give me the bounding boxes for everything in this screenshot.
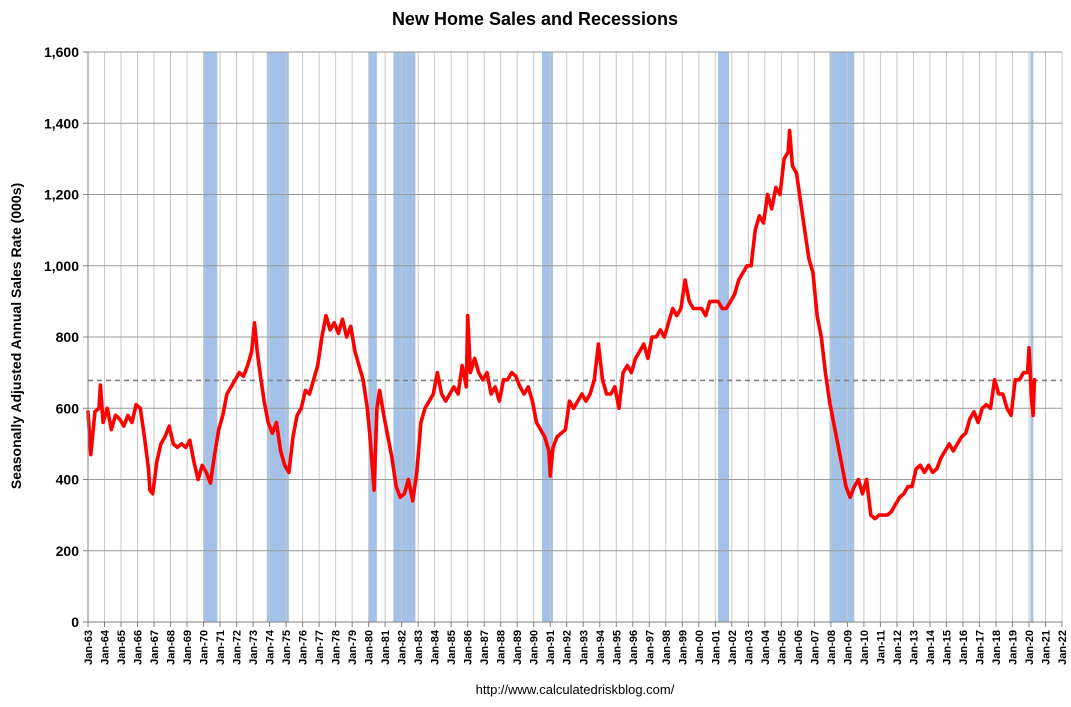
x-tick-label-Jan-75: Jan-75 [281, 630, 293, 665]
x-tick-label-Jan-22: Jan-22 [1057, 630, 1069, 665]
y-tick-labels: 0 200 400 600 800 1,000 1,200 1,400 1,600 [44, 44, 79, 630]
x-tick-label-Jan-02: Jan-02 [727, 630, 739, 665]
x-tick-label-Jan-06: Jan-06 [793, 630, 805, 665]
x-tick-label-Jan-73: Jan-73 [248, 630, 260, 665]
x-tick-label-Jan-05: Jan-05 [776, 630, 788, 665]
x-tick-label-Jan-78: Jan-78 [331, 630, 343, 665]
series-line-1 [86, 128, 1037, 521]
x-tick-label-Jan-00: Jan-00 [694, 630, 706, 665]
x-tick-label-Jan-16: Jan-16 [958, 630, 970, 665]
x-tick-label-Jan-93: Jan-93 [578, 630, 590, 665]
x-tick-label-Jan-98: Jan-98 [661, 630, 673, 665]
x-tick-label-Jan-81: Jan-81 [380, 630, 392, 665]
x-tick-label-Jan-10: Jan-10 [859, 630, 871, 665]
x-tick-label-Jan-20: Jan-20 [1024, 630, 1036, 665]
x-tick-label-Jan-69: Jan-69 [182, 630, 194, 665]
x-tick-label-Jan-86: Jan-86 [463, 630, 475, 665]
chart-title: New Home Sales and Recessions [392, 9, 678, 29]
horizontal-gridlines [88, 51, 1062, 623]
x-tick-label-Jan-82: Jan-82 [397, 630, 409, 665]
x-tick-labels: Jan-63 Jan-64 Jan-65 Jan-66 Jan-67 Jan-68 Jan-… [83, 629, 1069, 665]
y-tick-label-1000: 1,000 [44, 258, 79, 274]
x-tick-label-Jan-99: Jan-99 [677, 630, 689, 665]
x-tick-label-Jan-95: Jan-95 [611, 630, 623, 665]
source-url: http://www.calculatedriskblog.com/ [476, 682, 675, 697]
x-tick-label-Jan-17: Jan-17 [974, 630, 986, 665]
x-tick-label-Jan-94: Jan-94 [595, 629, 607, 665]
x-tick-label-Jan-89: Jan-89 [512, 630, 524, 665]
x-tick-label-Jan-68: Jan-68 [166, 630, 178, 665]
x-tick-label-Jan-09: Jan-09 [842, 630, 854, 665]
x-tick-label-Jan-07: Jan-07 [809, 630, 821, 665]
x-tick-label-Jan-72: Jan-72 [232, 630, 244, 665]
x-tick-label-Jan-80: Jan-80 [364, 630, 376, 665]
x-tick-label-Jan-71: Jan-71 [215, 630, 227, 665]
y-tick-label-1200: 1,200 [44, 187, 79, 203]
x-tick-label-Jan-87: Jan-87 [479, 630, 491, 665]
x-tick-label-Jan-85: Jan-85 [446, 630, 458, 665]
x-tick-label-Jan-67: Jan-67 [149, 630, 161, 665]
x-tick-label-Jan-12: Jan-12 [892, 630, 904, 665]
x-tick-label-Jan-11: Jan-11 [875, 630, 887, 664]
x-tick-label-Jan-97: Jan-97 [644, 630, 656, 665]
x-tick-label-Jan-88: Jan-88 [496, 630, 508, 665]
x-tick-label-Jan-03: Jan-03 [743, 630, 755, 665]
x-tick-label-Jan-91: Jan-91 [545, 630, 557, 665]
x-tick-label-Jan-77: Jan-77 [314, 630, 326, 665]
y-tick-label-800: 800 [56, 329, 80, 345]
y-axis-label: Seasonally Adjusted Annual Sales Rate (0… [8, 183, 24, 489]
x-tick-label-Jan-21: Jan-21 [1040, 630, 1052, 665]
x-tick-label-Jan-19: Jan-19 [1007, 630, 1019, 665]
x-tick-label-Jan-76: Jan-76 [298, 630, 310, 665]
y-tick-label-400: 400 [56, 472, 80, 488]
x-tick-label-Jan-08: Jan-08 [826, 630, 838, 665]
y-tick-label-600: 600 [56, 400, 80, 416]
y-tick-label-1400: 1,400 [44, 115, 79, 131]
x-tick-label-Jan-63: Jan-63 [83, 630, 95, 665]
x-tick-label-Jan-83: Jan-83 [413, 630, 425, 665]
y-tick-label-0: 0 [71, 614, 79, 630]
x-tick-label-Jan-90: Jan-90 [529, 630, 541, 665]
x-tick-label-Jan-13: Jan-13 [908, 630, 920, 665]
x-tick-label-Jan-15: Jan-15 [941, 630, 953, 665]
x-tick-label-Jan-70: Jan-70 [199, 630, 211, 665]
x-tick-label-Jan-74: Jan-74 [265, 629, 277, 665]
y-tick-label-1600: 1,600 [44, 44, 79, 60]
x-tick-label-Jan-96: Jan-96 [628, 630, 640, 665]
x-tick-label-Jan-18: Jan-18 [991, 630, 1003, 665]
x-tick-label-Jan-04: Jan-04 [760, 629, 772, 665]
axes [83, 51, 1063, 627]
x-tick-label-Jan-84: Jan-84 [430, 629, 442, 665]
x-tick-label-Jan-79: Jan-79 [347, 630, 359, 665]
x-tick-label-Jan-64: Jan-64 [100, 629, 112, 665]
x-tick-label-Jan-14: Jan-14 [925, 629, 937, 665]
series-line [86, 128, 1037, 521]
x-tick-label-Jan-65: Jan-65 [116, 630, 128, 665]
y-tick-label-200: 200 [56, 543, 80, 559]
x-tick-label-Jan-01: Jan-01 [710, 630, 722, 665]
x-tick-label-Jan-92: Jan-92 [562, 630, 574, 665]
x-tick-label-Jan-66: Jan-66 [133, 630, 145, 665]
